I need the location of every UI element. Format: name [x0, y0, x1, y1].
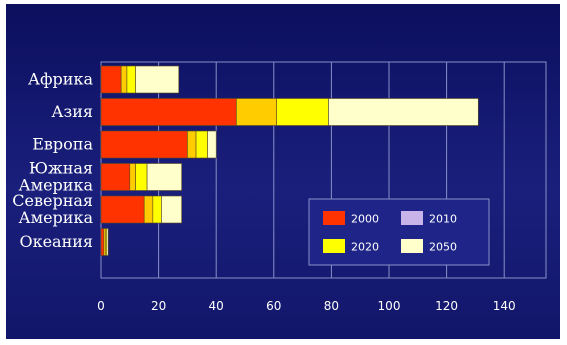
bar-segment — [106, 228, 109, 256]
x-tick-label: 60 — [266, 299, 281, 313]
legend-box — [308, 198, 490, 266]
legend-swatch — [401, 211, 423, 225]
category-label: Южная — [29, 159, 93, 178]
bar-segment — [236, 98, 277, 126]
bar-segment — [100, 195, 145, 224]
legend-swatch — [401, 239, 423, 253]
category-label: Америка — [19, 176, 94, 195]
category-label: Океания — [19, 232, 93, 251]
x-tick-label: 80 — [324, 299, 339, 313]
category-label: Северная — [12, 191, 93, 210]
bar-segment — [152, 195, 162, 224]
legend-swatch — [323, 239, 345, 253]
bar-segment — [100, 65, 122, 94]
bar-segment — [195, 130, 208, 159]
bar-segment — [276, 98, 329, 126]
legend-label: 2000 — [351, 213, 379, 226]
legend-label: 2020 — [351, 241, 379, 254]
bar-segment — [100, 98, 237, 126]
legend: 2000 2010 2020 2050 — [308, 198, 490, 266]
bars — [100, 65, 479, 256]
legend-label: 2050 — [429, 241, 457, 254]
bar-segment — [328, 98, 479, 126]
legend-label: 2010 — [429, 213, 457, 226]
bar-segment — [120, 65, 128, 94]
category-label: Европа — [32, 135, 93, 154]
bar-segment — [207, 130, 217, 159]
x-tick-label: 120 — [435, 299, 458, 313]
bar-segment — [187, 130, 197, 159]
x-tick-label: 140 — [493, 299, 516, 313]
x-tick-label: 0 — [97, 299, 105, 313]
category-label: Африка — [28, 70, 94, 89]
bar-segment — [129, 163, 136, 191]
chart-frame: Африка Азия Европа Южная Америка Северная Амер… — [6, 4, 560, 339]
grid-lines — [158, 62, 505, 278]
population-bar-chart: АфрикаАзияЕвропаЮжнаяАмерикаСевернаяАмер… — [12, 61, 547, 313]
legend-swatch — [323, 211, 345, 225]
bar-segment — [135, 163, 148, 191]
bar-segment — [135, 65, 180, 94]
category-labels: АфрикаАзияЕвропаЮжнаяАмерикаСевернаяАмер… — [12, 70, 93, 252]
category-label: Азия — [51, 102, 93, 121]
category-label: Америка — [19, 208, 94, 227]
x-tick-label: 100 — [378, 299, 401, 313]
bar-segment — [146, 163, 182, 191]
bar-segment — [100, 130, 188, 159]
bar-segment — [161, 195, 182, 224]
bar-segment — [100, 163, 131, 191]
x-tick-label: 20 — [151, 299, 166, 313]
bar-segment — [100, 228, 105, 256]
x-tick-labels: 0 20 40 60 80 100 120 140 — [97, 299, 515, 313]
bar-segment — [143, 195, 154, 224]
x-tick-label: 40 — [209, 299, 224, 313]
bar-segment — [126, 65, 136, 94]
